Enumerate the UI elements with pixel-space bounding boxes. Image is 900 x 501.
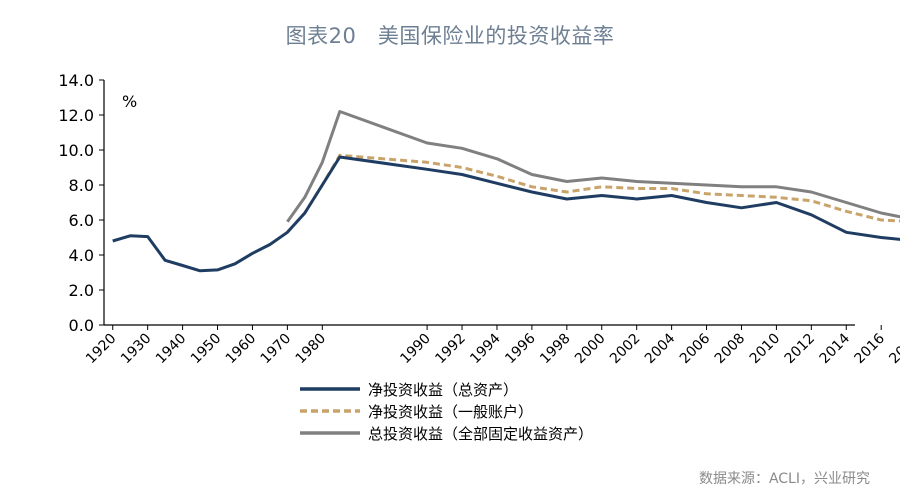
x-tick-label: 1992 [432, 331, 469, 368]
x-tick-label: 1998 [537, 331, 574, 368]
x-tick-label: 1930 [118, 331, 155, 368]
series-line-2 [286, 153, 900, 234]
series-line-3 [286, 110, 900, 223]
y-tick-label: 0.0 [69, 316, 94, 335]
y-tick-label: 14.0 [58, 71, 94, 90]
y-tick-label: 10.0 [58, 141, 94, 160]
x-tick-label: 1980 [293, 331, 330, 368]
x-tick-label: 2014 [817, 330, 854, 367]
source-note: 数据来源：ACLI，兴业研究 [698, 471, 870, 487]
x-tick-label: 1940 [153, 331, 190, 368]
x-tick-label: 2012 [782, 331, 819, 368]
x-tick-label: 2010 [747, 331, 784, 368]
x-tick-label: 1960 [223, 331, 260, 368]
x-tick-label: 1970 [258, 331, 295, 368]
y-tick-label: 8.0 [69, 176, 94, 195]
x-tick-label: 1990 [397, 331, 434, 368]
x-tick-label: 1950 [188, 331, 225, 368]
x-tick-label: 1994 [467, 330, 504, 367]
series-line-1 [112, 155, 900, 273]
x-tick-label: 1920 [83, 331, 120, 368]
x-tick-label: 2008 [712, 331, 749, 368]
legend-label-1: 净投资收益（总资产） [368, 381, 518, 399]
y-tick-label: 6.0 [69, 211, 94, 230]
y-tick-label: 2.0 [69, 281, 94, 300]
x-tick-label: 2016 [852, 330, 889, 367]
y-tick-label: 12.0 [58, 106, 94, 125]
x-tick-label: 2018 [886, 331, 900, 368]
y-unit-label: % [122, 92, 137, 111]
y-tick-label: 4.0 [69, 246, 94, 265]
x-tick-label: 2004 [642, 330, 679, 367]
legend-label-3: 总投资收益（全部固定收益资产） [368, 425, 593, 443]
legend-label-2: 净投资收益（一般账户） [368, 403, 533, 421]
x-tick-label: 2002 [607, 331, 644, 368]
chart-title: 图表20 美国保险业的投资收益率 [285, 24, 615, 48]
x-tick-label: 2006 [677, 330, 714, 367]
x-tick-label: 1996 [502, 330, 539, 367]
x-tick-label: 2000 [572, 331, 609, 368]
